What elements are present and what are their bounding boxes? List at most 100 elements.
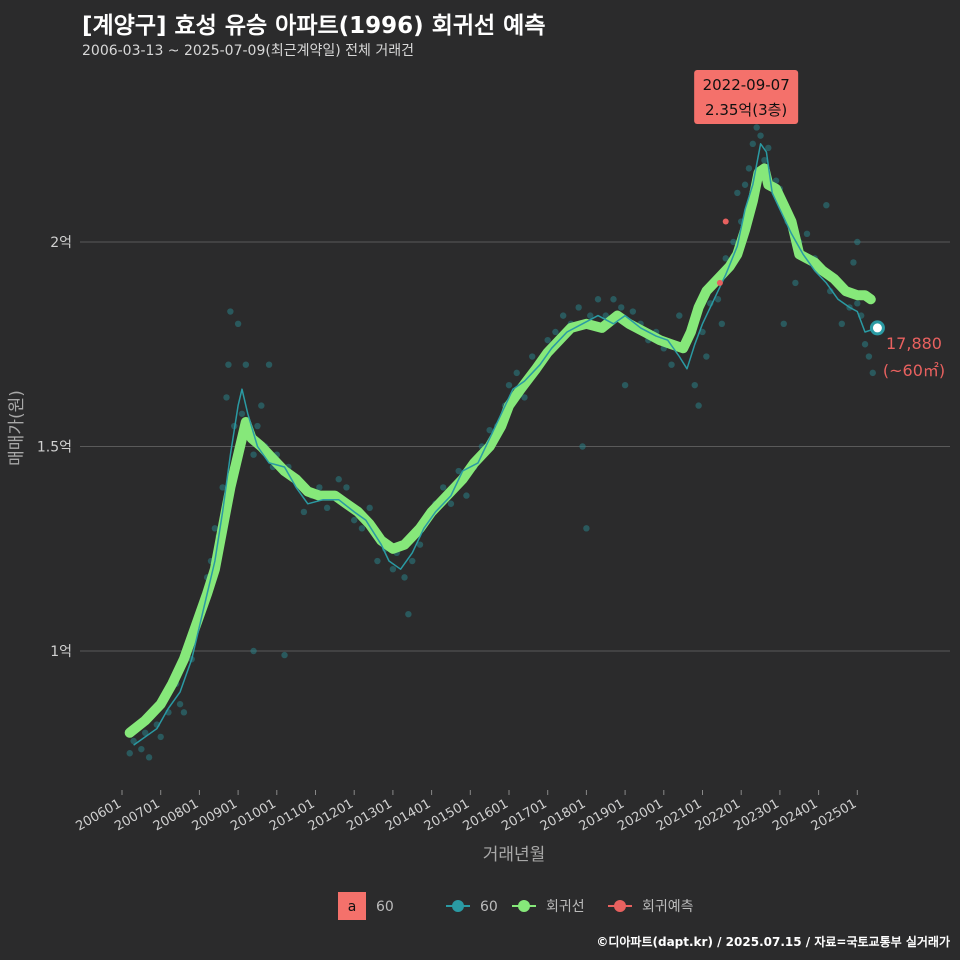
scatter-point: [579, 443, 586, 450]
scatter-point: [730, 238, 737, 246]
scatter-point: [401, 574, 408, 581]
legend-item-60-label: 60: [480, 899, 498, 915]
grid-lines: [80, 241, 950, 652]
scatter-point: [618, 304, 625, 311]
scatter-point: [869, 369, 876, 377]
prediction-points: [716, 218, 729, 286]
scatter-point: [745, 165, 753, 172]
scatter-point: [823, 201, 830, 209]
scatter-point: [227, 308, 234, 315]
scatter-point: [351, 516, 358, 524]
scatter-point: [583, 525, 590, 532]
scatter-point: [176, 700, 184, 708]
scatter-point: [335, 476, 342, 483]
y-tick-label: 1억: [50, 644, 72, 660]
scatter-point: [258, 402, 265, 409]
chart-title: [계양구] 효성 유승 아파트(1996) 회귀선 예측: [82, 13, 546, 39]
scatter-point: [366, 504, 373, 512]
scatter-point: [343, 484, 350, 491]
scatter-point: [668, 361, 675, 368]
scatter-point: [138, 745, 145, 753]
scatter-point: [734, 189, 741, 197]
scatter-point: [219, 484, 226, 491]
scatter-point: [405, 610, 412, 618]
scatter-point: [854, 238, 861, 246]
scatter-point: [374, 557, 381, 565]
scatter-point: [765, 144, 772, 152]
legend-key-text: a: [348, 899, 357, 915]
scatter-point: [691, 381, 698, 389]
legend-item-prediction-dot: [614, 900, 626, 912]
scatter-point: [718, 320, 726, 327]
last-point-area: (~60㎡): [883, 361, 945, 380]
scatter-point: [695, 402, 702, 409]
scatter-point: [455, 467, 462, 475]
scatter-point: [714, 296, 722, 303]
chart-subtitle: 2006-03-13 ~ 2025-07-09(최근계약일) 전체 거래건: [82, 43, 414, 59]
scatter-point: [780, 320, 787, 327]
scatter-point: [699, 328, 706, 336]
scatter-point: [749, 140, 757, 148]
scatter-point: [761, 157, 768, 164]
scatter-point: [722, 255, 729, 262]
scatter-point: [242, 361, 250, 368]
scatter-point: [316, 484, 323, 491]
legend: a 60 60 회귀선 회귀예측: [338, 892, 694, 920]
prediction-point: [716, 279, 723, 286]
series-60-line: [133, 143, 878, 746]
annotations: 2022-09-07 2.35억(3층) 17,880 (~60㎡): [694, 70, 945, 380]
scatter-point: [587, 312, 594, 319]
scatter-point: [575, 304, 582, 311]
scatter-point: [281, 651, 288, 659]
peak-value: 2.35억(3층): [705, 101, 787, 119]
x-axis: 2006012007012008012009012010012011012012…: [74, 790, 859, 834]
scatter-point: [753, 124, 760, 131]
scatter-point: [250, 451, 257, 458]
series-lines: [124, 143, 878, 746]
legend-item-prediction-label: 회귀예측: [642, 899, 694, 915]
scatter-point: [223, 394, 230, 401]
scatter-point: [238, 410, 246, 417]
x-axis-title: 거래년월: [483, 845, 546, 865]
scatter-point: [610, 296, 617, 303]
scatter-point: [145, 754, 153, 761]
scatter-point: [211, 525, 219, 532]
scatter-point: [513, 369, 520, 377]
scatter-point: [409, 557, 416, 565]
legend-label: 60: [376, 899, 394, 915]
scatter-point: [792, 279, 799, 287]
peak-label-box: [694, 70, 799, 124]
scatter-point: [225, 361, 232, 368]
scatter-point: [741, 181, 749, 188]
scatter-point: [323, 504, 331, 512]
scatter-point: [126, 750, 133, 757]
legend-item-regression-dot: [518, 900, 530, 912]
scatter-point: [265, 361, 273, 368]
scatter-point: [594, 296, 602, 303]
regression-line: [124, 163, 876, 738]
y-tick-label: 1.5억: [37, 440, 72, 456]
scatter-point: [865, 353, 873, 360]
scatter-point: [850, 259, 857, 266]
legend-key-box: [338, 892, 366, 920]
scatter-point: [300, 508, 308, 516]
scatter-point: [621, 381, 629, 389]
scatter-point: [505, 381, 513, 389]
y-tick-label: 2억: [50, 235, 72, 251]
scatter-point: [130, 737, 137, 745]
scatter-point: [250, 647, 257, 655]
last-point-marker: [869, 320, 885, 336]
scatter-point: [521, 394, 528, 401]
last-point-value: 17,880: [886, 334, 942, 353]
scatter-point: [703, 353, 710, 360]
scatter-point: [234, 320, 242, 327]
scatter-point: [440, 484, 447, 491]
prediction-point: [722, 218, 729, 225]
scatter-point: [416, 541, 424, 548]
scatter-point: [486, 426, 493, 434]
legend-item-regression-label: 회귀선: [546, 899, 585, 915]
y-axis-title: 매매가(원): [7, 390, 27, 466]
scatter-point: [803, 230, 811, 238]
scatter-point: [629, 308, 637, 315]
